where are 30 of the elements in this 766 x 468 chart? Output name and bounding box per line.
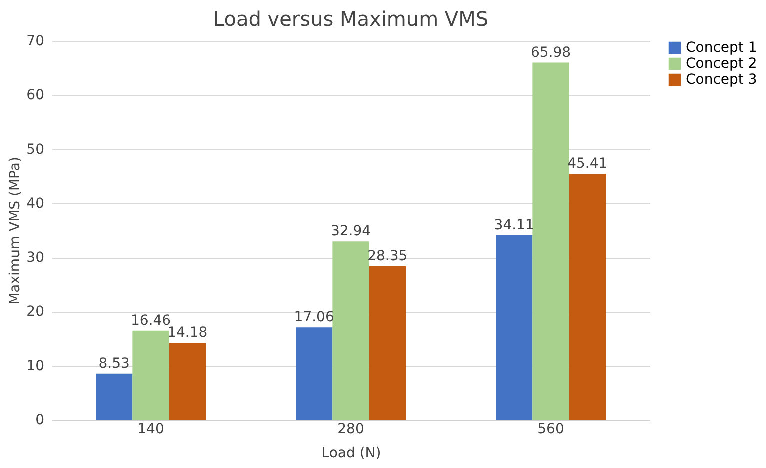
x-tick-label: 560 [538, 422, 564, 438]
y-tick-label: 60 [26, 88, 44, 104]
bar [496, 235, 533, 420]
y-tick-label: 0 [36, 412, 44, 428]
y-tick-label: 20 [26, 304, 44, 320]
data-label: 8.53 [98, 356, 130, 372]
data-label: 14.18 [168, 325, 208, 342]
bar [569, 174, 606, 420]
bar [132, 330, 170, 420]
bar [96, 374, 133, 420]
legend-label: Concept 1 [686, 40, 758, 56]
y-axis-title: Maximum VMS (MPa) [8, 157, 24, 305]
bar [332, 242, 370, 420]
x-tick-label: 140 [138, 422, 164, 438]
bar [169, 343, 206, 420]
y-tick-label: 70 [26, 34, 44, 50]
x-axis-title: Load (N) [322, 446, 382, 462]
y-tick-label: 10 [26, 358, 44, 374]
y-tick-label: 50 [26, 142, 44, 158]
y-tick-label: 30 [26, 250, 44, 266]
y-tick-label: 40 [26, 196, 44, 212]
data-label: 65.98 [530, 44, 572, 61]
data-label: 32.94 [330, 224, 372, 240]
bar [296, 328, 333, 420]
bar [369, 266, 406, 420]
bar [532, 62, 570, 420]
x-tick-label: 280 [338, 422, 364, 438]
legend-label: Concept 2 [686, 56, 758, 72]
chart-title: Load versus Maximum VMS [213, 7, 489, 31]
legend-label: Concept 3 [686, 72, 758, 88]
